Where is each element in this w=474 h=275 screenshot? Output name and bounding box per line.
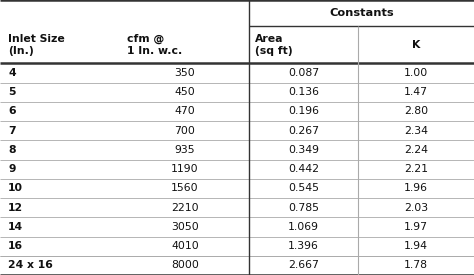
Text: 700: 700 xyxy=(174,126,195,136)
Text: 1.069: 1.069 xyxy=(288,222,319,232)
Text: 2.80: 2.80 xyxy=(404,106,428,116)
Text: 0.267: 0.267 xyxy=(288,126,319,136)
Text: 0.785: 0.785 xyxy=(288,203,319,213)
Text: 935: 935 xyxy=(174,145,195,155)
Text: 2.21: 2.21 xyxy=(404,164,428,174)
Text: 14: 14 xyxy=(8,222,23,232)
Text: 350: 350 xyxy=(174,68,195,78)
Text: 2210: 2210 xyxy=(171,203,199,213)
Text: 1.396: 1.396 xyxy=(288,241,319,251)
Text: K: K xyxy=(412,40,420,50)
Text: 16: 16 xyxy=(8,241,23,251)
Text: 2.03: 2.03 xyxy=(404,203,428,213)
Text: 1190: 1190 xyxy=(171,164,199,174)
Text: 12: 12 xyxy=(8,203,23,213)
Text: 3050: 3050 xyxy=(171,222,199,232)
Text: 8: 8 xyxy=(8,145,16,155)
Text: Inlet Size
(In.): Inlet Size (In.) xyxy=(8,34,65,56)
Text: 1.78: 1.78 xyxy=(404,260,428,270)
Text: 4010: 4010 xyxy=(171,241,199,251)
Text: 1.97: 1.97 xyxy=(404,222,428,232)
Text: 0.442: 0.442 xyxy=(288,164,319,174)
Text: 2.34: 2.34 xyxy=(404,126,428,136)
Text: 470: 470 xyxy=(174,106,195,116)
Text: 1.96: 1.96 xyxy=(404,183,428,193)
Text: Area
(sq ft): Area (sq ft) xyxy=(255,34,292,56)
Text: 6: 6 xyxy=(8,106,16,116)
Text: 1560: 1560 xyxy=(171,183,199,193)
Text: 450: 450 xyxy=(174,87,195,97)
Text: 24 x 16: 24 x 16 xyxy=(8,260,53,270)
Text: 0.087: 0.087 xyxy=(288,68,319,78)
Text: Constants: Constants xyxy=(329,8,394,18)
Text: 1.47: 1.47 xyxy=(404,87,428,97)
Text: 2.24: 2.24 xyxy=(404,145,428,155)
Text: 2.667: 2.667 xyxy=(288,260,319,270)
Text: 5: 5 xyxy=(8,87,16,97)
Text: 10: 10 xyxy=(8,183,23,193)
Text: 0.196: 0.196 xyxy=(288,106,319,116)
Text: 0.136: 0.136 xyxy=(288,87,319,97)
Text: 4: 4 xyxy=(8,68,16,78)
Text: 9: 9 xyxy=(8,164,16,174)
Text: 7: 7 xyxy=(8,126,16,136)
Text: 1.94: 1.94 xyxy=(404,241,428,251)
Text: 0.349: 0.349 xyxy=(288,145,319,155)
Text: 0.545: 0.545 xyxy=(288,183,319,193)
Text: cfm @
1 In. w.c.: cfm @ 1 In. w.c. xyxy=(127,34,182,56)
Text: 1.00: 1.00 xyxy=(404,68,428,78)
Text: 8000: 8000 xyxy=(171,260,199,270)
